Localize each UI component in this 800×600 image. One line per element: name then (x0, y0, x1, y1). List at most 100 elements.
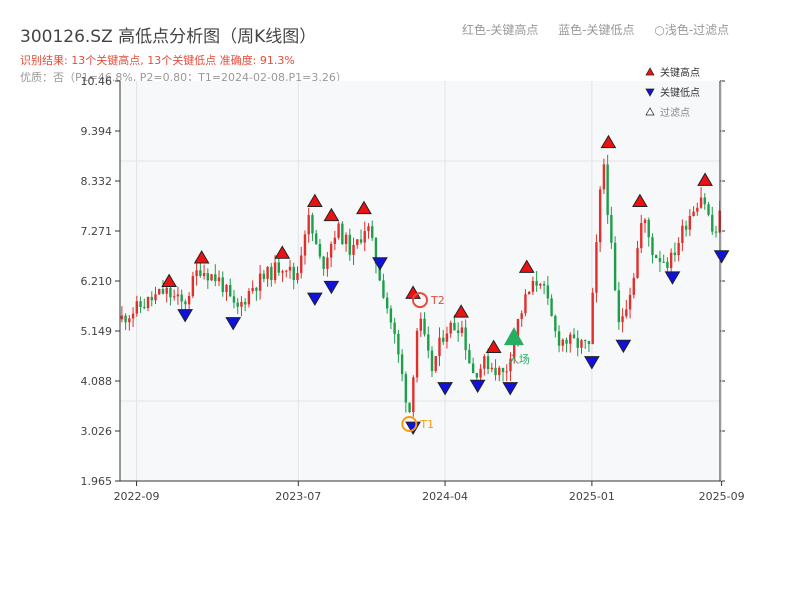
candle-body (258, 273, 262, 291)
candle-body (613, 242, 617, 291)
candle-body (359, 239, 363, 243)
candle-body (598, 189, 602, 243)
key-high-marker (632, 193, 648, 208)
candle-body (651, 237, 654, 256)
candle-body (195, 270, 198, 277)
candle-body (430, 350, 434, 371)
key-low-marker (225, 317, 242, 331)
candle-body (199, 270, 202, 276)
candle-body (628, 294, 632, 310)
candle-body (632, 277, 635, 295)
candle-body (591, 292, 594, 345)
candle-body (221, 277, 224, 293)
candle-body (442, 337, 445, 342)
candle-body (513, 336, 516, 359)
key-low-marker (306, 292, 323, 306)
candle-body (300, 255, 303, 274)
candle-body (677, 242, 680, 256)
y-tick-label: 1.965 (81, 475, 113, 488)
key-low-marker (469, 379, 486, 394)
candle-body (531, 280, 535, 292)
candle-body (494, 367, 497, 376)
candle-body (415, 330, 419, 378)
candle-body (210, 274, 213, 281)
candle-body (255, 287, 258, 291)
candle-body (434, 356, 437, 371)
key-high-marker (485, 339, 502, 353)
key-low-marker (584, 356, 600, 370)
x-tick-label: 2022-09 (114, 490, 160, 503)
candle-body (464, 327, 467, 351)
candle-body (699, 197, 703, 208)
y-tick-label: 9.394 (81, 125, 113, 138)
candle-body (337, 223, 340, 238)
candle-body (131, 313, 135, 319)
candle-body (640, 223, 643, 249)
candle-body (202, 273, 206, 276)
candle-body (527, 291, 531, 295)
candle-body (576, 338, 579, 348)
top-legend-high: 红色-关键高点 (462, 23, 539, 37)
candle-body (565, 339, 568, 344)
candle-body (669, 252, 673, 269)
candle-body (187, 296, 191, 305)
candle-body (326, 257, 329, 269)
candle-body (314, 233, 318, 245)
candle-body (636, 248, 639, 278)
candle-body (498, 367, 501, 376)
candle-body (404, 374, 408, 403)
key-low-marker (177, 309, 193, 323)
candle-body (385, 297, 389, 309)
candle-body (165, 287, 168, 294)
legend-low-label: 关键低点 (660, 86, 700, 99)
candle-body (711, 214, 714, 232)
y-tick-label: 4.088 (81, 375, 113, 388)
candle-body (501, 367, 505, 373)
candle-body (214, 274, 217, 282)
candle-body (143, 307, 146, 309)
key-low-marker (664, 271, 681, 285)
candle-body (397, 333, 400, 355)
candle-body (561, 339, 564, 346)
candle-body (382, 280, 385, 298)
x-tick-label: 2025-01 (569, 490, 615, 503)
candle-body (348, 234, 352, 255)
candle-body (520, 313, 523, 319)
candle-body (128, 318, 131, 323)
candle-body (655, 255, 658, 259)
candle-body (180, 294, 183, 302)
t1-circle (401, 416, 418, 433)
candle-body (344, 234, 348, 245)
candle-body (714, 231, 718, 233)
key-high-marker (453, 304, 469, 318)
x-tick-label: 2023-07 (275, 490, 321, 503)
candle-body (389, 308, 393, 323)
candle-body (580, 340, 583, 348)
candle-body (643, 219, 647, 224)
candle-body (240, 301, 243, 307)
candle-body (572, 334, 576, 339)
candle-body (475, 373, 479, 378)
candle-body (352, 244, 355, 255)
candle-body (135, 301, 139, 314)
candle-body (550, 298, 553, 316)
candle-body (419, 318, 423, 331)
candle-body (696, 207, 699, 212)
key-low-marker (372, 257, 388, 271)
candle-body (606, 164, 609, 216)
candle-body (307, 215, 310, 235)
candle-body (374, 237, 378, 264)
t1-label: T1 (419, 418, 434, 431)
candle-body (490, 367, 493, 370)
candle-body (318, 244, 322, 257)
candle-body (707, 204, 710, 215)
x-tick-label: 2024-04 (422, 490, 468, 503)
candle-body (356, 239, 359, 245)
y-tick-label: 8.332 (81, 175, 113, 188)
candle-body (625, 309, 628, 317)
candle-body (557, 331, 561, 346)
candle-body (329, 243, 333, 258)
candle-body (225, 284, 228, 293)
y-tick-label: 7.271 (81, 225, 113, 238)
legend-high-label: 关键高点 (660, 66, 700, 79)
